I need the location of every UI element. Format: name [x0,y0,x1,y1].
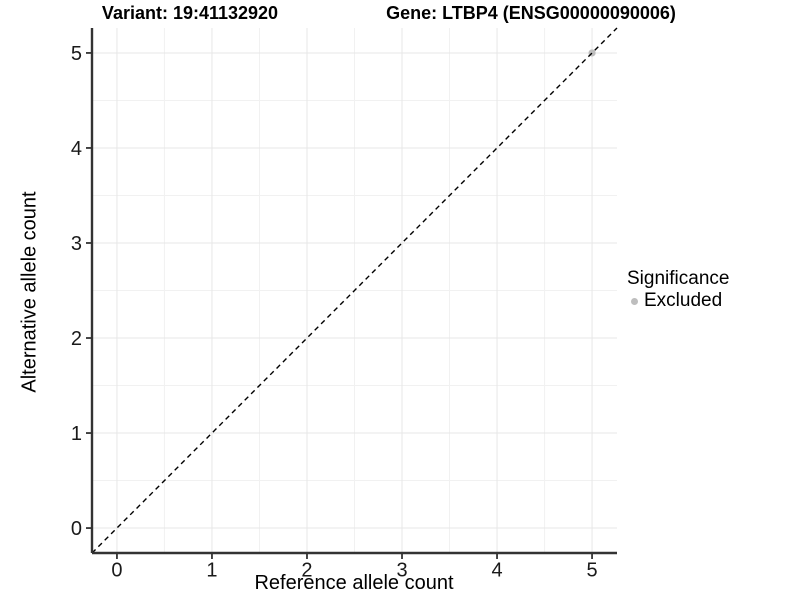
legend-item-excluded: Excluded [627,290,729,312]
x-tick-label: 0 [111,560,122,582]
x-tick-label: 3 [396,560,407,582]
legend: Significance Excluded [627,268,729,312]
x-tick-label: 4 [491,560,502,582]
legend-title: Significance [627,268,730,289]
y-tick-label: 1 [71,423,82,445]
x-axis-title: Reference allele count [254,572,454,594]
identity-reference-line [91,27,618,554]
y-axis-title: Alternative allele count [18,191,41,393]
y-tick-label: 5 [71,43,82,65]
y-tick-label: 0 [71,518,82,540]
x-tick-label: 5 [586,560,597,582]
gene-title: Gene: LTBP4 (ENSG00000090006) [386,3,676,23]
variant-title: Variant: 19:41132920 [101,3,279,23]
x-tick-label: 2 [301,560,312,582]
x-tick-label: 1 [206,560,217,582]
legend-item-label: Excluded [644,290,723,311]
y-tick-label: 2 [71,328,82,350]
y-tick-label: 4 [71,138,82,160]
y-tick-label: 3 [71,233,82,255]
legend-point-icon [631,297,638,305]
